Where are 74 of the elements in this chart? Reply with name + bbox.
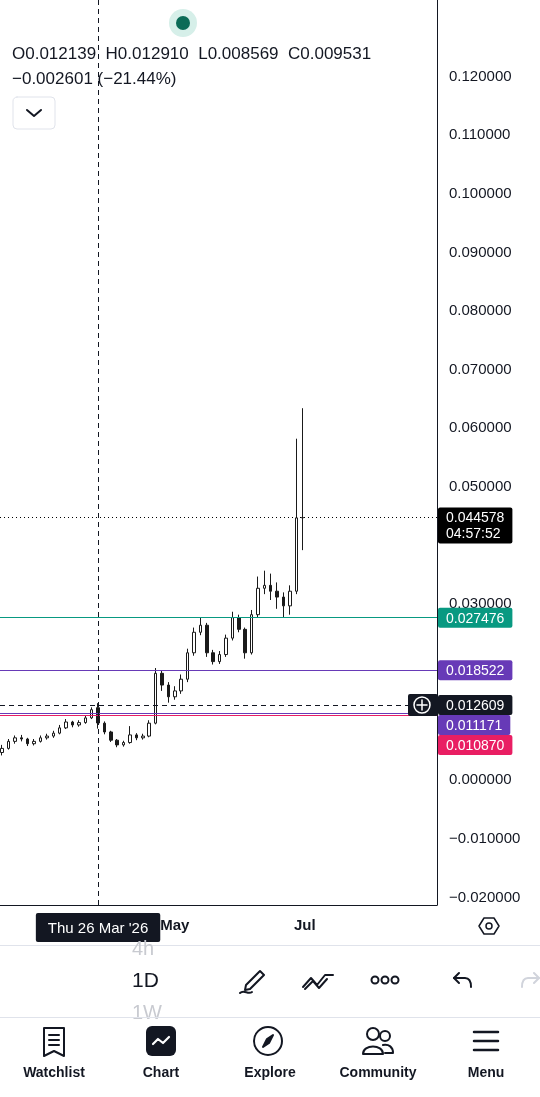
text: 1D [132,968,159,992]
candlestick [71,720,74,728]
y-tick-label: −0.010000 [449,829,521,847]
candlestick [231,611,234,641]
ref-line-label: 0.018522 [446,662,505,679]
text: Watchlist [22,1064,86,1080]
candlestick [167,681,170,704]
candlestick [109,730,113,743]
candlestick [77,719,81,728]
candlestick [288,584,292,616]
y-tick-label: 0.110000 [449,125,511,143]
candlestick [199,617,202,636]
candlestick [7,738,10,751]
candlestick [84,715,87,725]
annotation: −0.002601 (−21.44%) [12,69,177,89]
candlestick [237,614,241,633]
candlestick [32,738,36,746]
ref-line-label: 0.010870 [446,736,505,753]
candlestick [39,735,42,744]
candlestick [275,581,279,610]
candlestick [135,732,138,741]
candlestick [179,674,183,695]
candlestick [250,609,253,656]
annotation: O0.012139 H0.012910 L0.008569 C0.009531 [12,44,372,64]
candlestick [173,685,177,701]
candlestick [160,669,164,692]
candlestick [211,649,215,666]
candlestick [224,634,228,658]
ref-line-label: 0.012609 [446,696,505,713]
text: Menu [466,1064,506,1080]
candlestick [205,622,209,658]
ref-line-label: 0.027476 [446,609,505,626]
y-tick-label: 0.050000 [449,477,512,495]
candlestick [122,740,125,748]
y-tick-label: 0.060000 [449,418,512,436]
y-tick-label: 0.080000 [449,301,512,319]
text: 4h [132,937,155,960]
text: Chart [141,1064,181,1080]
y-tick-label: 0.090000 [449,242,512,260]
y-tick-label: 0.000000 [449,770,512,788]
candlestick [263,570,266,595]
candlestick [64,718,68,730]
y-tick-label: 0.070000 [449,359,512,377]
candlestick [256,576,260,618]
candlestick [45,733,49,741]
candlestick [295,438,298,595]
candlestick [115,738,119,748]
candlestick [282,591,285,619]
candlestick [243,627,247,660]
x-tick-label: May [160,916,191,933]
y-tick-label: 0.030000 [449,594,512,612]
text: Explore [243,1064,297,1080]
text: Community [338,1064,418,1080]
candlestick [141,733,145,741]
candlestick [192,627,196,657]
x-tick-label: Jul [293,916,316,933]
ref-line-label: Thu 26 Mar '26 [47,919,149,936]
ref-line-label: 0.011171 [446,716,503,733]
candlestick [52,730,55,739]
candlestick [218,650,221,665]
candlestick [13,735,17,745]
candlestick [301,407,304,551]
y-tick-label: −0.020000 [449,887,521,905]
candlestick [20,734,23,742]
candlestick [128,725,132,745]
candlestick [26,737,29,747]
candlestick [186,648,189,683]
y-tick-label: 0.100000 [449,183,512,201]
candlestick [269,573,272,601]
candlestick [147,719,151,738]
y-tick-label: 0.120000 [449,66,512,84]
candlestick [103,720,106,735]
ref-line-label: 0.044578 04:57:52 [446,509,505,542]
candlestick [58,724,61,735]
